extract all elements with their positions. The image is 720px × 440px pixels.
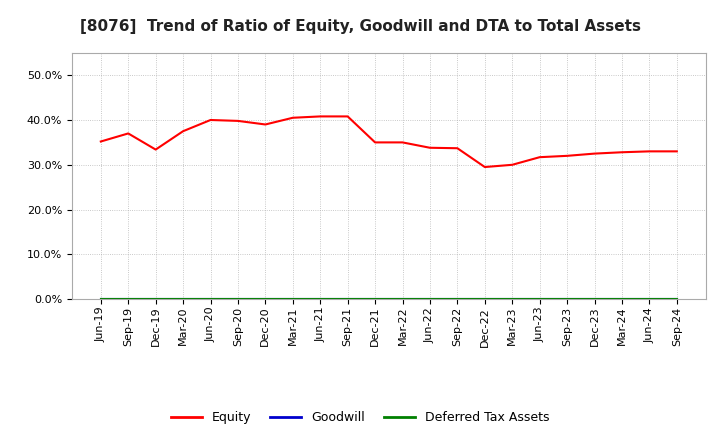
Goodwill (261, 297, 270, 302)
Deferred Tax Assets (289, 297, 297, 302)
Deferred Tax Assets (453, 297, 462, 302)
Equity (96, 139, 105, 144)
Equity (206, 117, 215, 123)
Legend: Equity, Goodwill, Deferred Tax Assets: Equity, Goodwill, Deferred Tax Assets (166, 407, 554, 429)
Equity (508, 162, 516, 168)
Deferred Tax Assets (618, 297, 626, 302)
Goodwill (206, 297, 215, 302)
Goodwill (480, 297, 489, 302)
Deferred Tax Assets (316, 297, 325, 302)
Goodwill (618, 297, 626, 302)
Equity (179, 128, 187, 134)
Equity (536, 154, 544, 160)
Goodwill (645, 297, 654, 302)
Equity (233, 118, 242, 124)
Equity (316, 114, 325, 119)
Deferred Tax Assets (536, 297, 544, 302)
Deferred Tax Assets (124, 297, 132, 302)
Deferred Tax Assets (261, 297, 270, 302)
Equity (453, 146, 462, 151)
Goodwill (316, 297, 325, 302)
Deferred Tax Assets (563, 297, 572, 302)
Goodwill (179, 297, 187, 302)
Equity (480, 165, 489, 170)
Deferred Tax Assets (426, 297, 434, 302)
Goodwill (343, 297, 352, 302)
Deferred Tax Assets (96, 297, 105, 302)
Line: Equity: Equity (101, 117, 677, 167)
Deferred Tax Assets (508, 297, 516, 302)
Equity (151, 147, 160, 152)
Deferred Tax Assets (206, 297, 215, 302)
Goodwill (563, 297, 572, 302)
Equity (563, 153, 572, 158)
Deferred Tax Assets (645, 297, 654, 302)
Goodwill (289, 297, 297, 302)
Deferred Tax Assets (343, 297, 352, 302)
Equity (590, 151, 599, 156)
Deferred Tax Assets (398, 297, 407, 302)
Deferred Tax Assets (672, 297, 681, 302)
Goodwill (426, 297, 434, 302)
Equity (618, 150, 626, 155)
Equity (645, 149, 654, 154)
Goodwill (96, 297, 105, 302)
Goodwill (453, 297, 462, 302)
Goodwill (233, 297, 242, 302)
Equity (672, 149, 681, 154)
Goodwill (536, 297, 544, 302)
Goodwill (590, 297, 599, 302)
Deferred Tax Assets (233, 297, 242, 302)
Equity (289, 115, 297, 121)
Deferred Tax Assets (371, 297, 379, 302)
Goodwill (151, 297, 160, 302)
Equity (371, 140, 379, 145)
Equity (343, 114, 352, 119)
Deferred Tax Assets (480, 297, 489, 302)
Text: [8076]  Trend of Ratio of Equity, Goodwill and DTA to Total Assets: [8076] Trend of Ratio of Equity, Goodwil… (79, 19, 641, 34)
Equity (426, 145, 434, 150)
Equity (398, 140, 407, 145)
Goodwill (508, 297, 516, 302)
Goodwill (398, 297, 407, 302)
Deferred Tax Assets (590, 297, 599, 302)
Goodwill (672, 297, 681, 302)
Goodwill (124, 297, 132, 302)
Goodwill (371, 297, 379, 302)
Deferred Tax Assets (151, 297, 160, 302)
Equity (124, 131, 132, 136)
Equity (261, 122, 270, 127)
Deferred Tax Assets (179, 297, 187, 302)
